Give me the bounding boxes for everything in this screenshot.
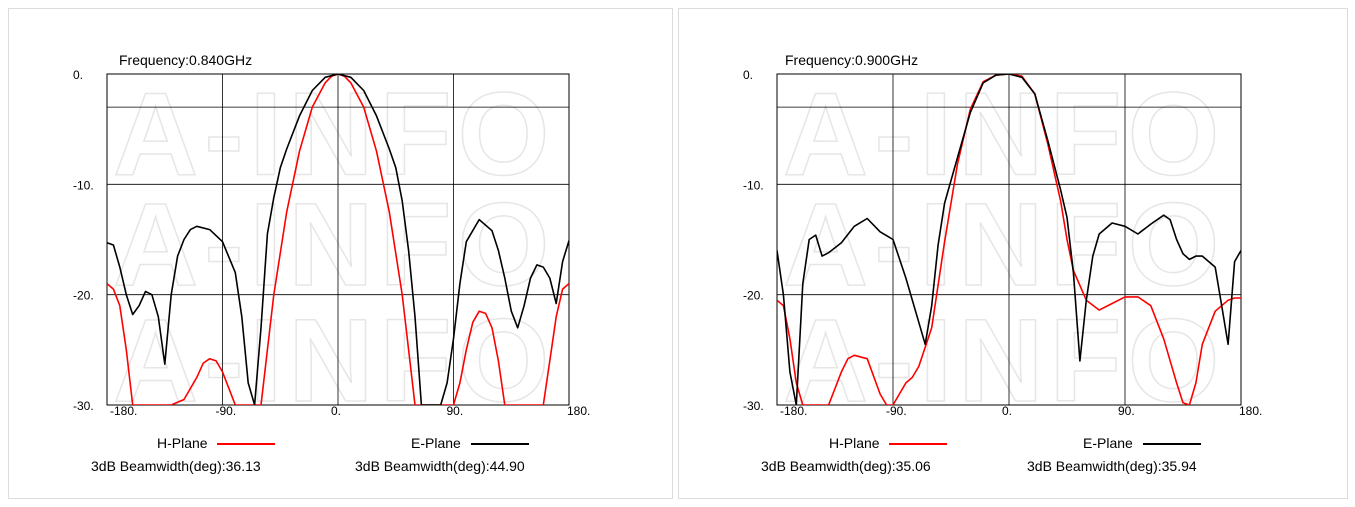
x-tick-label: -90.	[886, 404, 907, 418]
legend-e-plane-label: E-Plane	[1083, 435, 1133, 451]
legend-h-plane: H-Plane	[829, 435, 948, 451]
y-tick-label: -10.	[743, 178, 764, 192]
series-line-e-plane	[107, 74, 569, 405]
y-tick-label: -20.	[73, 289, 94, 303]
e-plane-beamwidth: 3dB Beamwidth(deg):44.90	[355, 458, 525, 474]
y-tick-label: -20.	[743, 289, 764, 303]
legend-e-plane-swatch	[1142, 443, 1201, 446]
legend-h-plane: H-Plane	[157, 435, 276, 451]
chart-title: Frequency:0.900GHz	[785, 52, 918, 68]
watermark-text: A-INFO	[783, 69, 1225, 201]
y-tick-label: -30.	[743, 399, 764, 413]
chart-title: Frequency:0.840GHz	[119, 52, 252, 68]
x-tick-label: 90.	[447, 404, 464, 418]
watermark-text: A-INFO	[113, 179, 555, 311]
e-plane-beamwidth: 3dB Beamwidth(deg):35.94	[1027, 458, 1197, 474]
legend-e-plane: E-Plane	[1083, 435, 1201, 451]
legend-e-plane: E-Plane	[411, 435, 529, 451]
x-tick-label: 90.	[1118, 404, 1135, 418]
y-tick-label: 0.	[743, 68, 753, 82]
x-tick-label: 0.	[331, 404, 341, 418]
y-tick-label: 0.	[73, 68, 83, 82]
x-tick-label: 0.	[1002, 404, 1012, 418]
x-tick-label: -90.	[216, 404, 237, 418]
x-tick-label: 180.	[1239, 404, 1262, 418]
series-line-h-plane	[107, 74, 569, 405]
x-tick-label: 180.	[567, 404, 590, 418]
watermark-text: A-INFO	[113, 69, 555, 201]
h-plane-beamwidth: 3dB Beamwidth(deg):35.06	[761, 458, 931, 474]
x-tick-label: -180.	[780, 404, 807, 418]
y-tick-label: -10.	[73, 178, 94, 192]
chart-panel-0840: A-INFO A-INFO A-INFO 0. -10. -20. -30. -180. -90…	[8, 8, 673, 499]
watermark-text: A-INFO	[783, 179, 1225, 311]
x-tick-label: -180.	[110, 404, 137, 418]
legend-h-plane-swatch	[217, 443, 276, 446]
legend-h-plane-label: H-Plane	[157, 435, 208, 451]
y-tick-label: -30.	[73, 399, 94, 413]
chart-panel-0900: A-INFO A-INFO A-INFO 0. -10. -20. -30. -180. -90…	[678, 8, 1348, 499]
legend-h-plane-label: H-Plane	[829, 435, 880, 451]
series-line-e-plane	[777, 74, 1241, 405]
legend-h-plane-swatch	[889, 443, 948, 446]
legend-e-plane-swatch	[470, 443, 529, 446]
legend-e-plane-label: E-Plane	[411, 435, 461, 451]
h-plane-beamwidth: 3dB Beamwidth(deg):36.13	[91, 458, 261, 474]
